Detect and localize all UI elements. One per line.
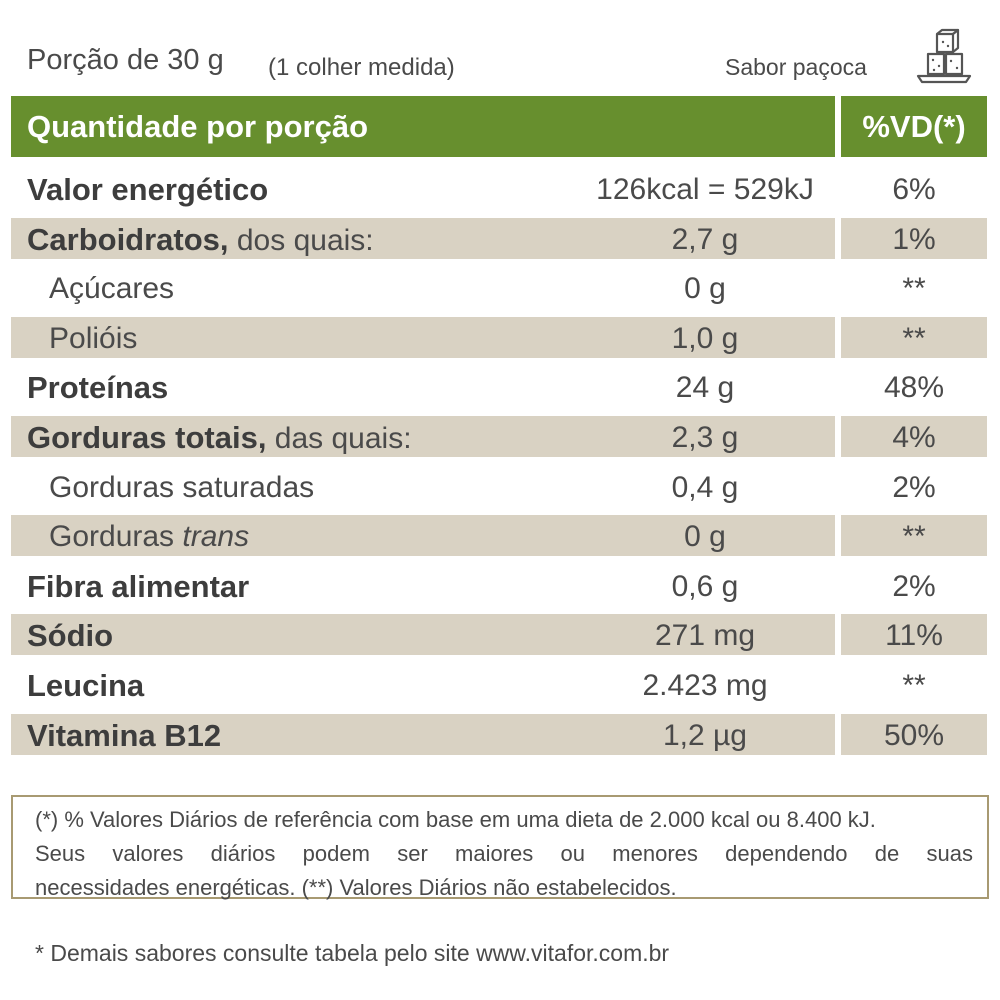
nutrient-amount: 24 g [675,371,735,404]
nutrient-vd: ** [902,520,926,553]
nutrient-name: Açúcares [49,264,174,314]
row-band [11,714,835,755]
row-band [11,515,835,556]
nutrient-name-text: Açúcares [49,272,175,305]
nutrient-name: Gorduras saturadas [49,463,314,513]
table-row: Leucina 2.423 mg ** [0,661,1000,711]
table-row: Carboidratos, dos quais: 2,7 g 1% [0,215,1000,265]
nutrient-name: Carboidratos, dos quais: [27,215,374,266]
flavor-label: Sabor paçoca [725,54,867,80]
row-band [841,218,987,259]
nutrient-vd: ** [902,272,926,305]
table-row: Vitamina B12 1,2 µg 50% [0,711,1000,761]
nutrient-name-bold: Fibra alimentar [27,569,250,604]
nutrient-name-text: Polióis [49,322,138,355]
nutrient-name: Fibra alimentar [27,562,249,613]
table-row: Gorduras saturadas 0,4 g 2% [0,463,1000,513]
nutrient-vd: 48% [883,371,945,404]
nutrient-vd: 11% [885,619,943,652]
nutrient-name-text: dos quais: [228,224,374,257]
nutrient-amount: 271 mg [654,619,756,652]
row-band [11,416,835,457]
nutrient-vd: 6% [892,173,936,206]
table-row: Gorduras trans 0 g ** [0,512,1000,562]
nutrient-name-italic: trans [182,520,250,553]
nutrient-name-text: Gorduras saturadas [49,471,315,504]
nutrient-amount: 126kcal = 529kJ [596,173,814,206]
nutrient-amount: 0,4 g [671,471,739,504]
nutrient-name-text: Gorduras [49,520,183,553]
nutrient-amount: 2,3 g [671,421,739,454]
nutrient-amount: 1,2 µg [662,719,747,752]
table-row: Proteínas 24 g 48% [0,363,1000,413]
footnote-line: Seus valores diários podem ser maiores o… [35,841,973,866]
nutrient-name-bold: Carboidratos, [27,222,229,257]
nutrient-name-bold: Sódio [27,618,114,653]
site-note: * Demais sabores consulte tabela pelo si… [35,940,670,966]
nutrient-amount: 2.423 mg [642,669,768,702]
table-row: Açúcares 0 g ** [0,264,1000,314]
table-row: Sódio 271 mg 11% [0,611,1000,661]
nutrient-name-text: das quais: [266,422,412,455]
table-row: Valor energético 126kcal = 529kJ 6% [0,165,1000,215]
nutrient-name-bold: Leucina [27,668,145,703]
nutrient-vd: ** [902,322,926,355]
nutrient-vd: 50% [883,719,945,752]
nutrient-amount: 0,6 g [671,570,739,603]
row-band [11,218,835,259]
nutrient-name: Sódio [27,611,113,662]
table-row: Fibra alimentar 0,6 g 2% [0,562,1000,612]
nutrient-name: Proteínas [27,363,168,414]
nutrient-amount: 0 g [684,272,726,305]
row-band [841,317,987,358]
nutrient-name-bold: Valor energético [27,172,269,207]
nutrient-amount: 0 g [684,520,726,553]
nutrient-vd: 2% [892,570,936,603]
row-band [11,614,835,655]
nutrient-amount: 1,0 g [671,322,739,355]
portion-measure: (1 colher medida) [268,54,455,81]
table-row: Polióis 1,0 g ** [0,314,1000,364]
table-header-quantity: Quantidade por porção [11,96,835,157]
row-band [841,515,987,556]
nutrient-name: Polióis [49,314,137,364]
nutrient-name-bold: Vitamina B12 [27,718,222,753]
nutrient-vd: 2% [892,471,936,504]
nutrient-amount: 2,7 g [671,223,739,256]
footnote-line: necessidades energéticas. (**) Valores D… [35,875,677,900]
row-band [11,317,835,358]
nutrient-name-bold: Gorduras totais, [27,420,267,455]
row-band [841,614,987,655]
portion-size: Porção de 30 g [27,44,224,76]
row-band [841,416,987,457]
table-header-vd: %VD(*) [841,96,987,157]
table-row: Gorduras totais, das quais: 2,3 g 4% [0,413,1000,463]
row-band [841,714,987,755]
nutrient-name-bold: Proteínas [27,370,169,405]
nutrient-vd: 4% [892,421,936,454]
nutrient-name: Vitamina B12 [27,711,221,762]
nutrient-name: Valor energético [27,165,268,216]
sugar-cubes-icon [916,28,972,84]
nutrient-vd: 1% [892,223,936,256]
footnote-line: (*) % Valores Diários de referência com … [35,807,876,832]
nutrient-name: Leucina [27,661,144,712]
nutrient-vd: ** [902,669,926,702]
nutrient-name: Gorduras trans [49,512,249,562]
footnote-box: (*) % Valores Diários de referência com … [11,795,989,900]
nutrient-name: Gorduras totais, das quais: [27,413,412,464]
